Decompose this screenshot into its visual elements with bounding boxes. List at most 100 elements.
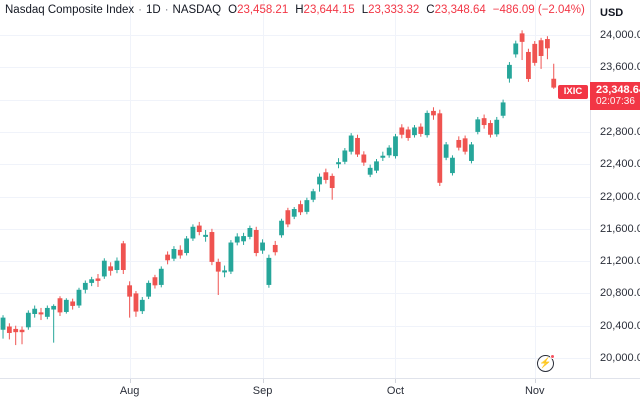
last-price-badge[interactable]: 23,348.64 02:07:36 xyxy=(590,82,640,110)
legend-separator: · xyxy=(138,4,142,16)
candle xyxy=(222,270,227,273)
candle xyxy=(462,138,468,152)
candle xyxy=(374,161,379,171)
candle xyxy=(114,260,120,270)
candle xyxy=(44,307,50,317)
candle xyxy=(469,144,474,161)
time-axis[interactable]: Aug Sep Oct Nov xyxy=(0,379,640,408)
candle xyxy=(203,234,208,237)
candle xyxy=(437,113,443,183)
candle xyxy=(367,167,373,175)
price-axis-label: 20,400.00 xyxy=(600,319,640,332)
candle xyxy=(513,43,519,55)
candle xyxy=(260,242,265,251)
candle xyxy=(532,43,538,63)
last-price-value: 23,348.64 xyxy=(596,84,640,96)
candle xyxy=(488,123,493,135)
exchange-name[interactable]: NASDAQ xyxy=(172,4,222,16)
currency-label[interactable]: USD xyxy=(600,7,624,19)
candle xyxy=(348,135,354,152)
candle xyxy=(551,78,557,88)
time-axis-tick xyxy=(395,379,396,383)
candle xyxy=(146,282,152,297)
time-axis-tick xyxy=(535,379,536,383)
candle xyxy=(285,210,291,225)
lightning-events-icon[interactable]: ⚡ xyxy=(537,354,555,372)
candle xyxy=(424,112,430,136)
candle xyxy=(272,244,278,253)
candle xyxy=(171,248,177,259)
candle xyxy=(519,33,525,42)
candle xyxy=(336,162,341,165)
price-axis-label: 20,800.00 xyxy=(600,287,640,300)
candle xyxy=(82,282,88,290)
candle xyxy=(545,39,550,49)
candle xyxy=(317,176,322,185)
bar-countdown: 02:07:36 xyxy=(596,96,635,107)
time-axis-label: Nov xyxy=(524,385,545,397)
candle xyxy=(538,40,544,56)
symbol-title[interactable]: Nasdaq Composite Index xyxy=(5,4,135,16)
candle xyxy=(6,326,12,333)
close-value: C23,348.64 xyxy=(426,4,486,16)
symbol-chip[interactable]: IXIC xyxy=(558,85,588,99)
candle xyxy=(393,136,398,157)
candle xyxy=(298,204,303,213)
price-axis-label: 22,000.00 xyxy=(600,190,640,203)
interval-value[interactable]: 1D xyxy=(145,4,161,16)
lightning-bolt-icon: ⚡ xyxy=(539,357,552,369)
candle xyxy=(209,232,215,262)
notification-dot xyxy=(550,354,555,359)
axis-separator-vertical xyxy=(590,0,591,378)
candle xyxy=(13,328,19,333)
candle xyxy=(120,243,126,270)
candle xyxy=(475,119,481,132)
time-axis-label: Sep xyxy=(252,385,273,397)
price-axis-label: 22,400.00 xyxy=(600,158,640,171)
legend-separator: · xyxy=(164,4,169,16)
low-value: L23,333.32 xyxy=(361,4,420,16)
candle xyxy=(405,129,411,138)
candle xyxy=(342,150,348,162)
candle xyxy=(329,175,335,189)
candle xyxy=(165,254,171,261)
price-axis-label: 23,600.00 xyxy=(600,61,640,74)
candle xyxy=(215,261,221,272)
candlestick-chart xyxy=(0,0,590,378)
candle xyxy=(51,305,57,310)
candle xyxy=(355,137,360,155)
candle xyxy=(101,260,107,277)
candle xyxy=(76,289,82,306)
candle xyxy=(380,155,386,158)
candle xyxy=(139,299,145,312)
candle xyxy=(310,191,316,200)
price-axis-label: 24,000.00 xyxy=(600,29,640,41)
candle xyxy=(494,119,500,135)
candle xyxy=(158,268,164,285)
candle xyxy=(108,266,114,271)
chart-surface[interactable] xyxy=(0,0,590,378)
candle xyxy=(247,227,253,237)
change-value: −486.09 (−2.04%) xyxy=(492,4,585,16)
candle xyxy=(266,257,272,285)
candle xyxy=(323,172,329,180)
time-axis-label: Aug xyxy=(119,385,140,397)
candle xyxy=(57,298,63,313)
candle xyxy=(481,118,487,126)
open-value: O23,458.21 xyxy=(228,4,289,16)
candle xyxy=(279,220,284,236)
candle xyxy=(38,312,44,315)
candle xyxy=(418,126,424,134)
candle xyxy=(228,242,234,272)
candle xyxy=(443,144,449,158)
candle xyxy=(526,51,531,80)
candle xyxy=(291,209,297,217)
chart-legend: Nasdaq Composite Index · 1D · NASDAQ O23,458.… xyxy=(5,4,585,16)
candle xyxy=(431,110,436,116)
price-axis-label: 22,800.00 xyxy=(600,125,640,138)
axis-separator-horizontal xyxy=(0,378,640,379)
candle xyxy=(190,226,196,239)
candle xyxy=(412,127,417,136)
candle xyxy=(89,279,95,283)
price-axis[interactable]: USD 24,000.0023,600.0023,200.0022,800.00… xyxy=(591,0,640,378)
